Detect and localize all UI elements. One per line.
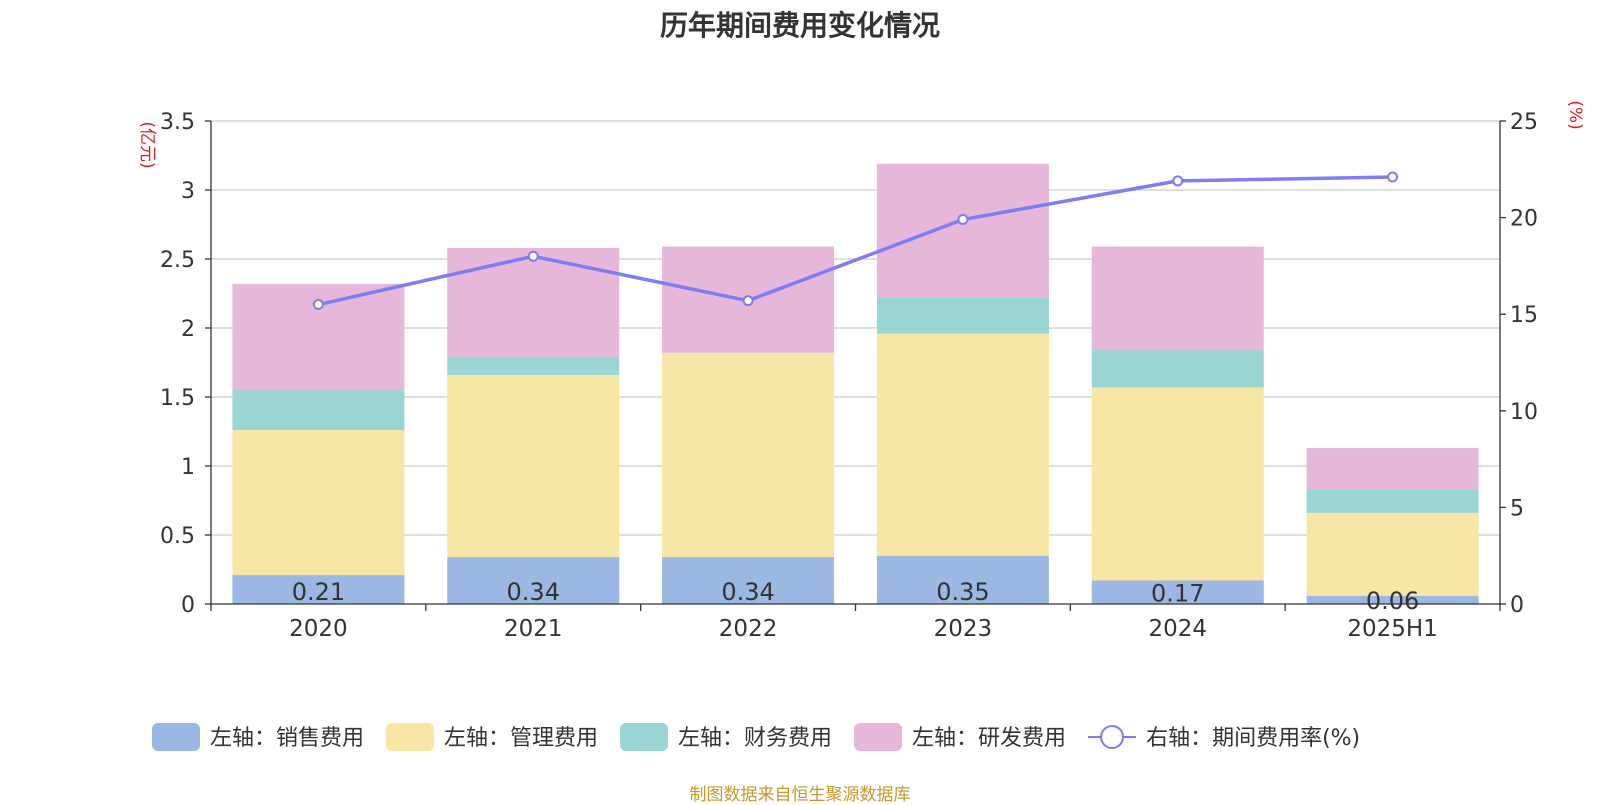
bar-segment: [1306, 595, 1479, 604]
x-tick-label: 2022: [719, 616, 778, 642]
right-tick-label: 15: [1510, 303, 1538, 328]
bar-segment: [1306, 512, 1479, 596]
bar-segment: [447, 557, 620, 604]
bar-segment: [1091, 350, 1264, 388]
grid-lines: [211, 120, 1500, 536]
right-tick-label: 20: [1510, 207, 1538, 232]
bar-segment: [232, 575, 405, 604]
bar-segment: [1091, 580, 1264, 604]
bar-data-label: 0.34: [721, 578, 774, 606]
left-tick-label: 1.5: [160, 386, 195, 411]
left-tick-label: 0.5: [160, 524, 195, 549]
left-tick-label: 0: [181, 593, 195, 618]
line-point: [742, 295, 754, 307]
bar-segment: [876, 163, 1049, 298]
legend-swatch: [152, 723, 200, 751]
x-tick-label: 2024: [1148, 616, 1207, 642]
right-axis-unit: (%): [1565, 100, 1585, 129]
bar-segment: [1091, 246, 1264, 351]
right-tick-label: 10: [1510, 400, 1538, 425]
x-tick-label: 2020: [289, 616, 348, 642]
chart-title: 历年期间费用变化情况: [659, 9, 940, 42]
bar-segment: [447, 356, 620, 375]
source-note: 制图数据来自恒生聚源数据库: [689, 785, 911, 805]
right-tick-label: 0: [1510, 593, 1524, 618]
bar-segment: [876, 297, 1049, 334]
left-tick-label: 1: [181, 455, 195, 480]
bar-segment: [232, 390, 405, 431]
x-tick-label: 2025H1: [1347, 616, 1437, 642]
right-tick-label: 25: [1510, 110, 1538, 135]
line-series: [312, 171, 1399, 311]
bar-data-label: 0.21: [292, 578, 345, 606]
bar-series: [232, 163, 1479, 604]
axes: 0 0.5 1 1.5 2 2.5 3 3.5 0 5 10 15 20 25 (亿元) (%) 2020 202…: [137, 100, 1585, 642]
bar-data-label: 0.17: [1151, 579, 1204, 607]
legend-swatch: [854, 723, 903, 751]
line-point: [312, 299, 324, 311]
legend-label: 左轴：财务费用: [678, 726, 832, 751]
legend-item[interactable]: 右轴：期间费用率(%): [1088, 725, 1360, 751]
bar-segment: [876, 555, 1049, 604]
bar-segment: [876, 333, 1049, 556]
legend-swatch-marker: [1100, 725, 1125, 749]
legend-item[interactable]: 左轴：研发费用: [854, 723, 1066, 751]
bar-segment: [662, 557, 835, 604]
bar-data-label: 0.06: [1366, 587, 1419, 615]
left-tick-label: 2.5: [160, 248, 195, 273]
x-tick-label: 2023: [934, 616, 993, 642]
legend-label: 左轴：管理费用: [444, 726, 598, 751]
bar-data-label: 0.34: [507, 578, 560, 606]
bar-segment: [1306, 489, 1479, 513]
bar-segment: [232, 430, 405, 576]
legend-label: 右轴：期间费用率(%): [1146, 726, 1360, 751]
bar-segment: [447, 247, 620, 357]
legend-swatch: [620, 723, 669, 751]
legend-swatch: [386, 723, 435, 751]
legend-item[interactable]: 左轴：管理费用: [386, 723, 598, 751]
bar-segment: [447, 374, 620, 558]
bar-data-labels: 0.21 0.34 0.34 0.35 0.17 0.06: [292, 578, 1420, 615]
line-point: [1387, 171, 1399, 183]
bar-segment: [1306, 448, 1479, 490]
bar-data-label: 0.35: [936, 578, 989, 606]
legend-item[interactable]: 左轴：财务费用: [620, 723, 832, 751]
left-tick-label: 3: [181, 179, 195, 204]
line-point: [1172, 175, 1184, 187]
right-tick-label: 5: [1510, 496, 1524, 521]
left-tick-label: 2: [181, 317, 195, 342]
legend-label: 左轴：销售费用: [210, 726, 364, 751]
expense-rate-line: [318, 175, 1393, 307]
bar-segment: [662, 352, 835, 558]
left-axis-unit: (亿元): [137, 121, 157, 168]
legend-item[interactable]: 左轴：销售费用: [152, 723, 364, 751]
legend: 左轴：销售费用 左轴：管理费用 左轴：财务费用 左轴：研发费用 右轴：期间费用率(%): [152, 723, 1360, 751]
left-tick-label: 3.5: [160, 110, 195, 135]
line-point: [527, 250, 539, 262]
legend-label: 左轴：研发费用: [912, 726, 1066, 751]
bar-segment: [1091, 387, 1264, 581]
x-tick-label: 2021: [504, 616, 563, 642]
line-point: [957, 214, 969, 226]
